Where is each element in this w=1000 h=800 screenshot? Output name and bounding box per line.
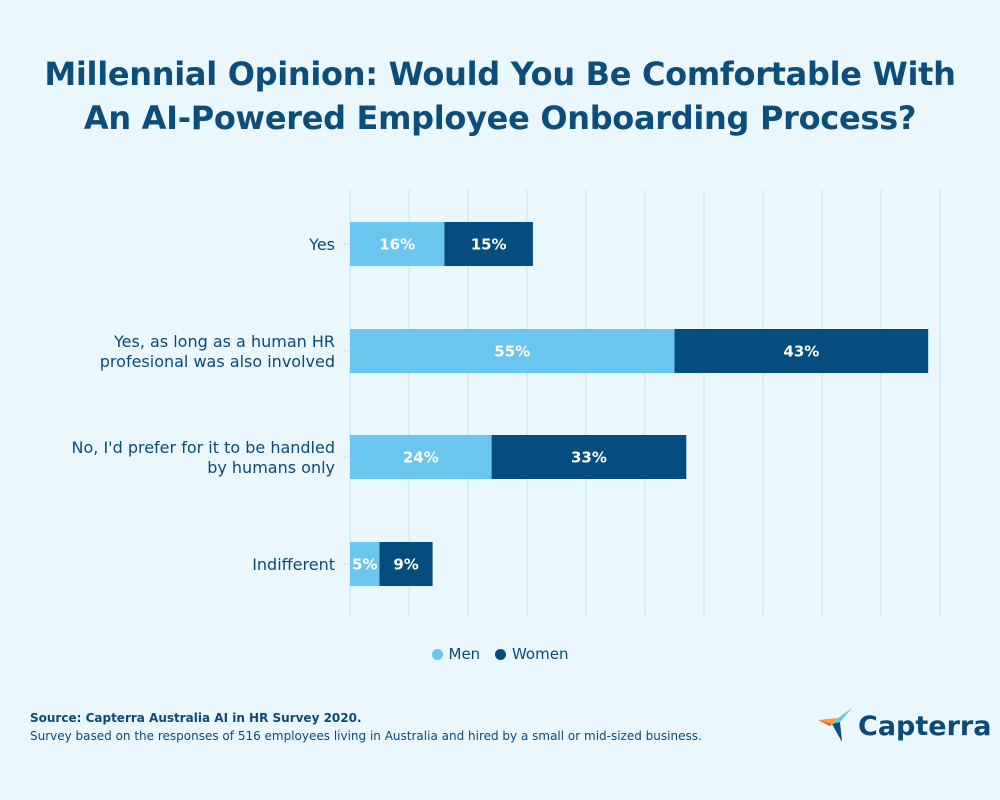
bar-men <box>350 542 380 586</box>
legend: Men Women <box>0 645 1000 664</box>
bar-men <box>350 222 445 266</box>
bar-women <box>379 542 433 586</box>
data-label: 33% <box>571 449 607 467</box>
bar-men <box>350 329 675 373</box>
bar-men <box>350 435 492 479</box>
data-label: 15% <box>471 236 507 254</box>
legend-item-men: Men <box>431 645 481 663</box>
source-text: Source: Capterra Australia AI in HR Surv… <box>30 711 362 725</box>
bar-women <box>444 222 533 266</box>
category-label: Yes <box>308 235 335 254</box>
category-label: Indifferent <box>252 555 335 574</box>
title-line-2: An AI-Powered Employee Onboarding Proces… <box>83 99 917 137</box>
legend-label-men: Men <box>448 645 481 663</box>
title-line-1: Millennial Opinion: Would You Be Comfort… <box>44 55 956 93</box>
data-label: 55% <box>494 343 530 361</box>
capterra-logo-text: Capterra <box>858 710 992 742</box>
data-label: 24% <box>403 449 439 467</box>
survey-note: Survey based on the responses of 516 emp… <box>30 729 702 743</box>
category-label: Yes, as long as a human HR profesional wa… <box>100 332 335 371</box>
legend-swatch-men <box>431 648 443 660</box>
chart-title: Millennial Opinion: Would You Be Comfort… <box>0 52 1000 140</box>
legend-swatch-women <box>494 648 506 660</box>
bar-women <box>674 329 929 373</box>
data-label: 9% <box>393 556 418 574</box>
data-label: 16% <box>379 236 415 254</box>
legend-item-women: Women <box>494 645 569 663</box>
category-label: No, I'd prefer for it to be handled by hu… <box>72 438 335 477</box>
data-label: 43% <box>783 343 819 361</box>
legend-label-women: Women <box>511 645 569 663</box>
capterra-logo-icon <box>818 708 852 742</box>
capterra-logo: Capterra <box>818 708 991 744</box>
bar-chart: Yes 16% 15% Yes, as long as a human HR profe… <box>72 190 941 616</box>
bar-women <box>491 435 687 479</box>
data-label: 5% <box>352 556 377 574</box>
